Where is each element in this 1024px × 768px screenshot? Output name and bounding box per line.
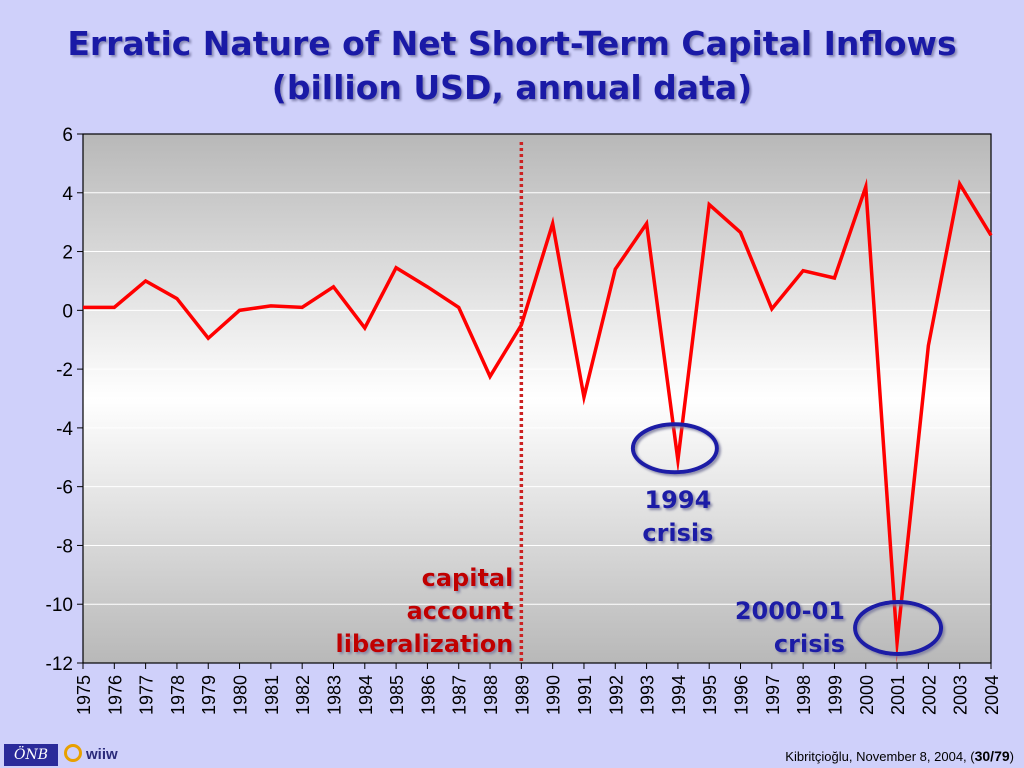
footer-citation: Kibritçioğlu, November 8, 2004, (30/79) — [785, 748, 1014, 764]
annotation-liberalization-line-0: capital — [422, 564, 514, 592]
x-tick-label-2003: 2003 — [951, 675, 971, 715]
y-tick-label-7: -8 — [56, 536, 73, 557]
x-tick-label-1999: 1999 — [825, 675, 845, 715]
x-tick-label-1996: 1996 — [732, 675, 752, 715]
x-tick-label-1992: 1992 — [606, 675, 626, 715]
annotation-1994-line-0: 1994 — [644, 486, 711, 514]
x-tick-label-1988: 1988 — [481, 675, 501, 715]
x-tick-label-2001: 2001 — [888, 675, 908, 715]
x-tick-label-1976: 1976 — [105, 675, 125, 715]
x-tick-label-1989: 1989 — [512, 675, 532, 715]
plot-area — [83, 134, 991, 663]
x-tick-label-1983: 1983 — [324, 675, 344, 715]
annotation-2001: 2000-01 crisis — [735, 597, 845, 658]
title-line-1: Erratic Nature of Net Short-Term Capital… — [67, 24, 957, 63]
y-tick-label-2: 2 — [62, 243, 73, 264]
y-tick-label-1: 4 — [62, 184, 73, 205]
x-tick-label-1990: 1990 — [544, 675, 564, 715]
x-tick-label-1981: 1981 — [262, 675, 282, 715]
annotation-1994-circle — [630, 422, 719, 475]
y-tick-label-4: -2 — [56, 360, 73, 381]
x-tick-label-1977: 1977 — [137, 675, 157, 715]
footer-citation-text: Kibritçioğlu, November 8, 2004, ( — [785, 749, 975, 764]
title-line-2: (billion USD, annual data) — [271, 68, 753, 107]
x-tick-label-1980: 1980 — [231, 675, 251, 715]
wiiw-ring-icon — [64, 744, 82, 762]
wiiw-logo-text: wiiw — [86, 746, 118, 763]
annotation-liberalization-line-2: liberalization — [336, 630, 514, 658]
x-tick-label-1994: 1994 — [669, 675, 689, 715]
annotation-liberalization-line-1: account — [407, 597, 514, 625]
annotation-liberalization: capital account liberalization — [336, 564, 514, 658]
plot-border — [82, 133, 992, 664]
series-line-0 — [83, 178, 993, 663]
x-tick-label-1978: 1978 — [168, 675, 188, 715]
y-tick-label-0: 6 — [62, 125, 73, 146]
footer-bar — [0, 742, 1024, 768]
annotation-2001-line-1: crisis — [774, 630, 845, 658]
y-tick-label-5: -4 — [56, 419, 73, 440]
x-tick-label-1998: 1998 — [794, 675, 814, 715]
x-tick-label-1995: 1995 — [700, 675, 720, 715]
footer-close-paren: ) — [1009, 749, 1014, 764]
onb-logo: ÖNB — [4, 744, 58, 766]
x-tick-label-1991: 1991 — [575, 675, 595, 715]
y-tick-label-6: -6 — [56, 478, 73, 499]
footer-page-number: 30/79 — [974, 748, 1010, 764]
x-tick-label-1987: 1987 — [450, 675, 470, 715]
annotation-2001-circle — [853, 600, 944, 656]
x-tick-label-1975: 1975 — [74, 675, 94, 715]
x-tick-label-1993: 1993 — [638, 675, 658, 715]
x-tick-label-2004: 2004 — [982, 675, 1002, 715]
y-tick-label-9: -12 — [46, 654, 73, 675]
x-tick-label-1997: 1997 — [763, 675, 783, 715]
x-tick-label-1985: 1985 — [387, 675, 407, 715]
annotation-1994: 1994 crisis — [642, 486, 713, 547]
page-title: Erratic Nature of Net Short-Term Capital… — [0, 22, 1024, 110]
x-tick-label-1979: 1979 — [199, 675, 219, 715]
x-tick-label-2000: 2000 — [857, 675, 877, 715]
x-tick-label-1984: 1984 — [356, 675, 376, 715]
y-tick-label-8: -10 — [46, 595, 73, 616]
x-tick-label-1982: 1982 — [293, 675, 313, 715]
annotation-1994-line-1: crisis — [642, 519, 713, 547]
x-tick-label-2002: 2002 — [919, 675, 939, 715]
annotation-2001-line-0: 2000-01 — [735, 597, 845, 625]
x-tick-label-1986: 1986 — [418, 675, 438, 715]
wiiw-logo: wiiw — [64, 744, 118, 766]
y-tick-label-3: 0 — [62, 301, 73, 322]
